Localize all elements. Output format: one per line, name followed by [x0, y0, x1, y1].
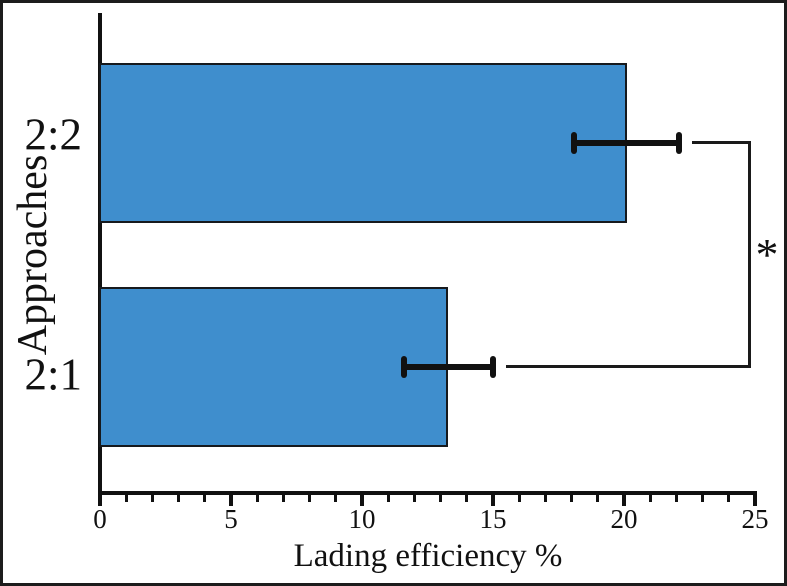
- x-axis-minor-tick: [543, 495, 547, 502]
- y-axis-line: [98, 13, 102, 495]
- x-axis-major-tick: [491, 495, 495, 506]
- x-tick-label: 5: [224, 504, 238, 534]
- error-bar-cap: [676, 132, 683, 154]
- x-axis-line: [98, 491, 757, 495]
- x-axis-minor-tick: [674, 495, 678, 502]
- x-axis-title: Lading efficiency %: [293, 538, 563, 574]
- x-axis-minor-tick: [308, 495, 312, 502]
- x-tick-label: 20: [610, 504, 638, 534]
- x-axis-minor-tick: [648, 495, 652, 502]
- x-tick-label: 25: [741, 504, 769, 534]
- x-axis-minor-tick: [412, 495, 416, 502]
- x-axis-minor-tick: [177, 495, 181, 502]
- sig-bracket-vertical: [748, 141, 751, 368]
- x-axis-minor-tick: [255, 495, 259, 502]
- x-tick-label: 0: [93, 504, 107, 534]
- bar-2:1: [99, 287, 449, 447]
- x-axis-major-tick: [753, 495, 757, 506]
- x-axis-major-tick: [98, 495, 102, 506]
- x-axis-major-tick: [360, 495, 364, 506]
- x-tick-label: 15: [479, 504, 507, 534]
- category-label-2-1: 2:1: [24, 349, 82, 400]
- sig-bracket-top: [692, 141, 751, 144]
- x-axis-minor-tick: [517, 495, 521, 502]
- x-axis-minor-tick: [124, 495, 128, 502]
- x-axis-major-tick: [229, 495, 233, 506]
- y-axis-title: Approaches: [10, 154, 56, 356]
- x-axis-minor-tick: [150, 495, 154, 502]
- error-bar-cap: [490, 356, 496, 378]
- x-axis-minor-tick: [596, 495, 600, 502]
- x-axis-minor-tick: [334, 495, 338, 502]
- error-bar-cap: [400, 356, 407, 378]
- x-axis-minor-tick: [386, 495, 390, 502]
- x-axis-minor-tick: [439, 495, 443, 502]
- x-axis-minor-tick: [465, 495, 469, 502]
- x-axis-major-tick: [622, 495, 626, 506]
- significance-asterisk: *: [755, 229, 779, 280]
- x-axis-minor-tick: [570, 495, 574, 502]
- x-axis-minor-tick: [281, 495, 285, 502]
- error-bar-line: [403, 364, 493, 370]
- x-tick-label: 10: [348, 504, 376, 534]
- category-label-2-2: 2:2: [24, 109, 82, 160]
- x-axis-minor-tick: [727, 495, 731, 502]
- x-axis-minor-tick: [701, 495, 705, 502]
- error-bar-line: [574, 140, 680, 146]
- bar-2:2: [99, 63, 627, 223]
- sig-bracket-bottom: [506, 365, 751, 368]
- error-bar-cap: [571, 132, 578, 154]
- x-axis-minor-tick: [203, 495, 207, 502]
